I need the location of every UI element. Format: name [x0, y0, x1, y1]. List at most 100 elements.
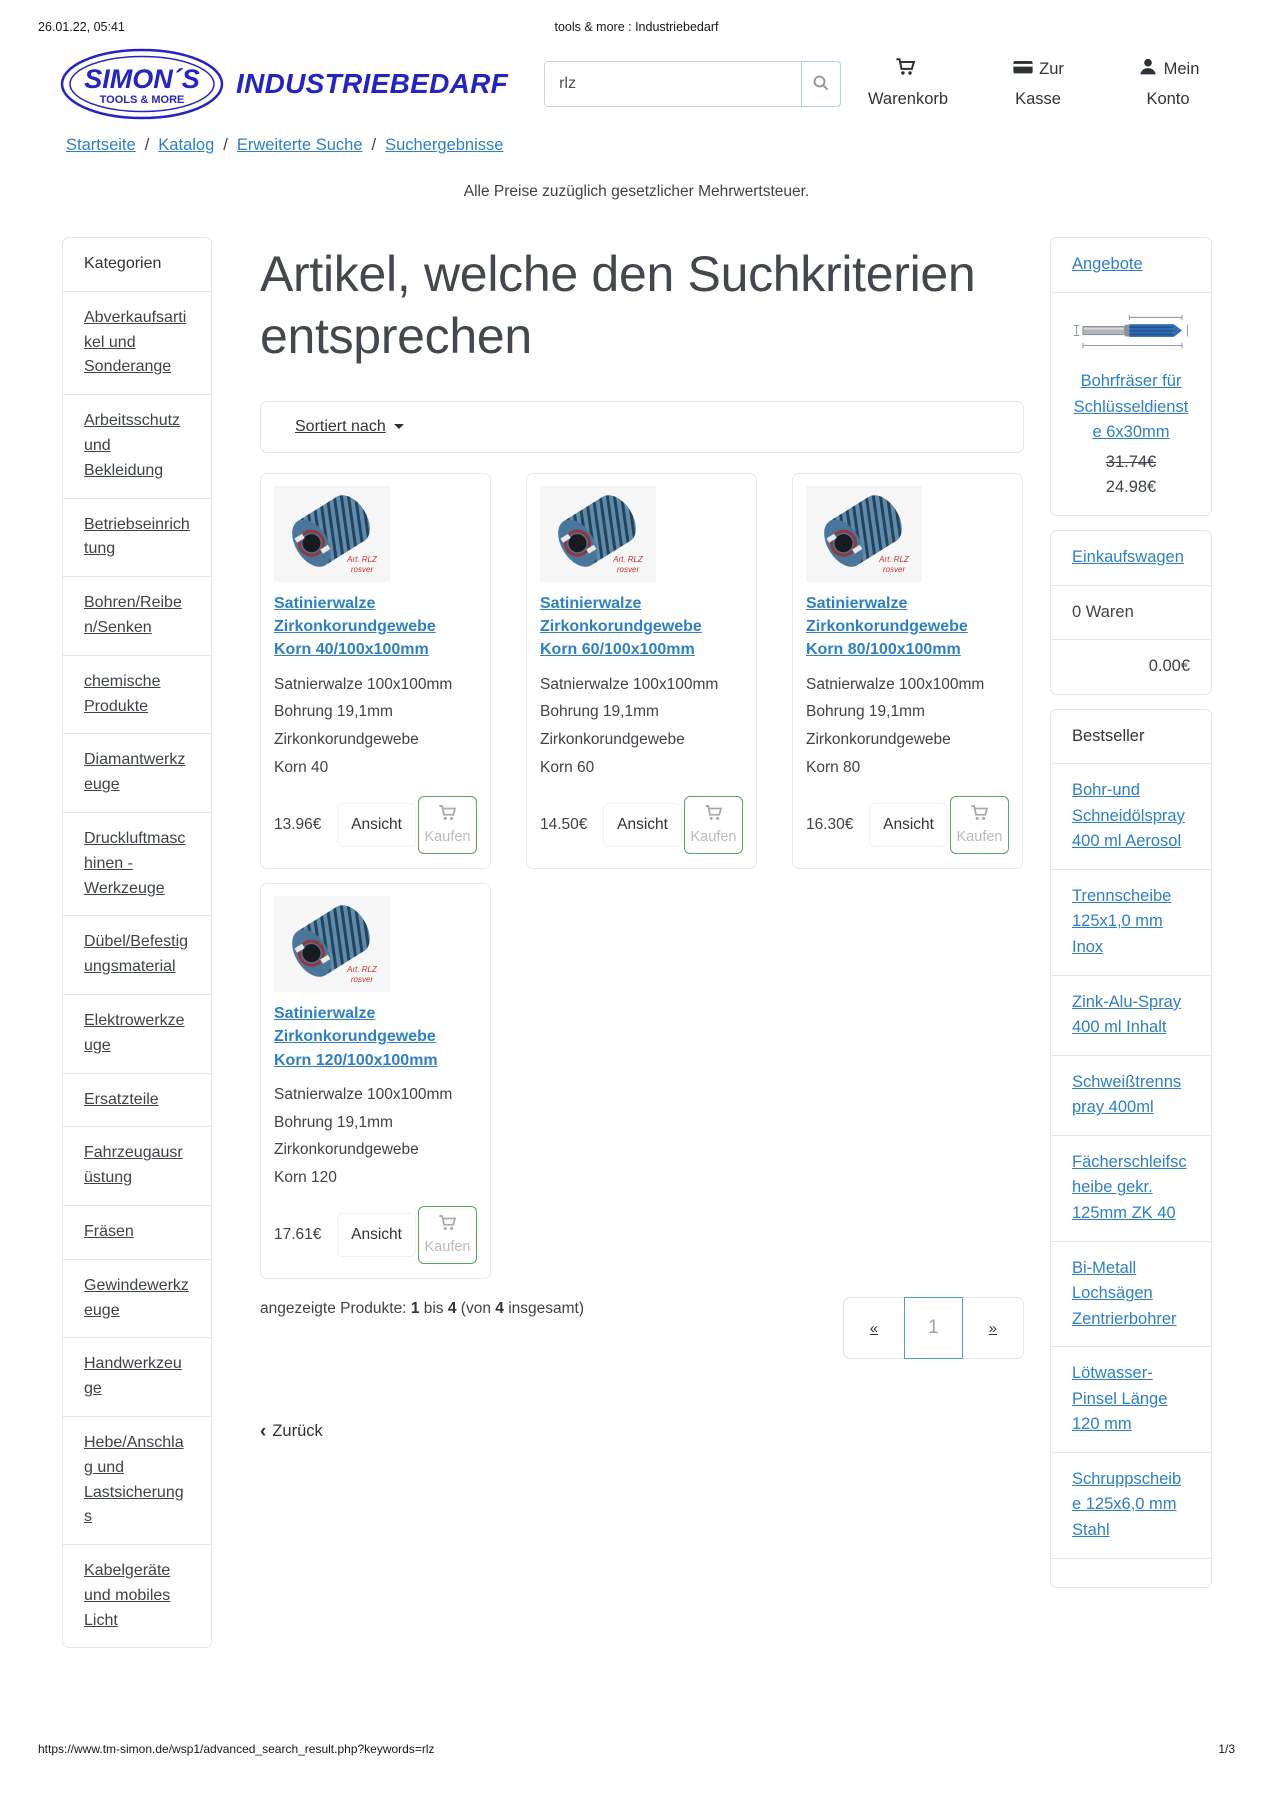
category-link[interactable]: Gewindewerkzeuge — [84, 1276, 189, 1319]
product-image-label: rosver — [351, 975, 374, 984]
category-row: Betriebseinrichtung — [63, 497, 211, 577]
logo-sub-text: TOOLS & MORE — [100, 94, 185, 106]
category-link[interactable]: Fahrzeugausrüstung — [84, 1144, 183, 1187]
category-link[interactable]: Handwerkzeuge — [84, 1355, 182, 1398]
breadcrumb-startseite[interactable]: Startseite — [66, 136, 136, 154]
description-line: Zirkonkorundgewebe — [274, 1141, 419, 1159]
description-line: Bohrung 19,1mm — [274, 703, 393, 721]
offer-product: Bohrfräser für Schlüsseldienste 6x30mm 3… — [1051, 291, 1211, 515]
category-row: Arbeitsschutz und Bekleidung — [63, 394, 211, 497]
bestseller-link[interactable]: Fächerschleifscheibe gekr. 125mm ZK 40 — [1072, 1152, 1187, 1222]
category-row: Elektrowerkzeuge — [63, 993, 211, 1073]
breadcrumb-erweiterte-suche[interactable]: Erweiterte Suche — [236, 136, 363, 154]
category-link[interactable]: Kabelgeräte und mobiles Licht — [84, 1562, 171, 1629]
search-input[interactable] — [544, 61, 803, 107]
breadcrumb-suchergebnisse[interactable]: Suchergebnisse — [385, 136, 504, 154]
product-image[interactable]: Art. RLZ rosver — [806, 486, 922, 582]
product-title-link[interactable]: Satinierwalze Zirkonkorundgewebe Korn 60… — [540, 595, 702, 659]
bestseller-link[interactable]: Schweißtrennspray 400ml — [1072, 1072, 1182, 1117]
pagination-prev[interactable]: « — [869, 1319, 879, 1337]
view-button[interactable]: Ansicht — [337, 1213, 416, 1258]
nav-warenkorb[interactable]: Warenkorb — [865, 56, 951, 112]
category-link[interactable]: Hebe/Anschlag und Lastsicherungs — [84, 1433, 184, 1526]
category-link[interactable]: Arbeitsschutz und Bekleidung — [84, 412, 181, 479]
bestseller-row: Schweißtrennspray 400ml — [1051, 1054, 1211, 1135]
offers-link[interactable]: Angebote — [1072, 255, 1143, 273]
summary-text: (von — [456, 1300, 496, 1318]
product-image-label: rosver — [351, 565, 374, 574]
bestseller-link[interactable]: Lötwasser-Pinsel Länge 120 mm — [1072, 1364, 1168, 1434]
view-button[interactable]: Ansicht — [869, 803, 948, 848]
site-header: SIMON´S TOOLS & MORE INDUSTRIEBEDARF — [58, 46, 1215, 122]
product-description: Satnierwalze 100x100mm Bohrung 19,1mm Zi… — [806, 671, 1009, 783]
category-row: Kabelgeräte und mobiles Licht — [63, 1544, 211, 1647]
breadcrumb-separator: / — [144, 136, 150, 154]
cart-link[interactable]: Einkaufswagen — [1072, 547, 1184, 566]
breadcrumb-separator: / — [223, 136, 228, 154]
description-line: Korn 80 — [806, 759, 861, 777]
buy-button[interactable]: Kaufen — [418, 796, 477, 855]
bestseller-row: Bi-Metall Lochsägen Zentrierbohrer — [1051, 1240, 1211, 1347]
category-row: Fräsen — [63, 1204, 211, 1259]
product-title-link[interactable]: Satinierwalze Zirkonkorundgewebe Korn 12… — [274, 1005, 438, 1069]
category-link[interactable]: Abverkaufsartikel und Sonderange — [84, 308, 187, 376]
cart-icon — [895, 56, 917, 87]
category-link[interactable]: Ersatzteile — [84, 1090, 159, 1108]
print-title: tools & more : Industriebedarf — [554, 20, 719, 34]
category-row: Hebe/Anschlag und Lastsicherungs — [63, 1415, 211, 1544]
product-image[interactable]: Art. RLZ rosver — [540, 486, 656, 582]
back-button[interactable]: ‹ Zurück — [260, 1421, 323, 1442]
cart-icon — [704, 805, 724, 826]
pagination-next[interactable]: » — [988, 1319, 997, 1337]
bestseller-link[interactable]: Schruppscheibe 125x6,0 mm Stahl — [1072, 1469, 1182, 1539]
product-card: Art. RLZ rosver Satinierwalze Zirkonkoru… — [792, 473, 1023, 870]
view-button[interactable]: Ansicht — [337, 803, 416, 848]
category-link[interactable]: Diamantwerkzeuge — [84, 751, 186, 794]
bestseller-link[interactable]: Bohr-und Schneidölspray 400 ml Aerosol — [1072, 781, 1185, 851]
category-row: Ersatzteile — [63, 1072, 211, 1127]
product-image-label: rosver — [617, 565, 640, 574]
nav-mein-konto[interactable]: Mein Konto — [1125, 56, 1211, 112]
logo[interactable]: SIMON´S TOOLS & MORE INDUSTRIEBEDARF — [58, 46, 508, 122]
category-link[interactable]: Fräsen — [84, 1222, 134, 1240]
bestseller-row: Lötwasser-Pinsel Länge 120 mm — [1051, 1346, 1211, 1452]
product-card: Art. RLZ rosver Satinierwalze Zirkonkoru… — [260, 883, 491, 1280]
search-button[interactable] — [801, 61, 842, 107]
bestseller-link[interactable]: Trennscheibe 125x1,0 mm Inox — [1072, 886, 1172, 956]
offers-panel: Angebote — [1050, 237, 1212, 516]
user-icon — [1137, 56, 1159, 87]
logo-oval: SIMON´S TOOLS & MORE — [60, 48, 224, 120]
right-sidebar: Angebote — [1050, 237, 1212, 1602]
back-row: ‹ Zurück — [260, 1421, 1024, 1443]
bestseller-row: Zink-Alu-Spray 400 ml Inhalt — [1051, 974, 1211, 1055]
product-price: 14.50€ — [540, 816, 588, 834]
buy-button[interactable]: Kaufen — [418, 1206, 477, 1265]
product-image[interactable]: Art. RLZ rosver — [274, 486, 390, 582]
category-link[interactable]: Druckluftmaschinen - Werkzeuge — [84, 829, 186, 897]
sort-dropdown[interactable]: Sortiert nach — [295, 418, 386, 435]
offer-product-link[interactable]: Bohrfräser für Schlüsseldienste 6x30mm — [1073, 372, 1189, 442]
nav-zur-kasse[interactable]: Zur Kasse — [995, 56, 1081, 112]
category-link[interactable]: Betriebseinrichtung — [84, 515, 190, 558]
buy-button[interactable]: Kaufen — [684, 796, 743, 855]
category-link[interactable]: Elektrowerkzeuge — [84, 1011, 185, 1054]
summary-to: 4 — [447, 1300, 457, 1318]
breadcrumb-katalog[interactable]: Katalog — [158, 136, 215, 154]
product-title-link[interactable]: Satinierwalze Zirkonkorundgewebe Korn 40… — [274, 595, 436, 659]
offer-product-image[interactable] — [1072, 309, 1192, 362]
bestseller-link[interactable]: Bi-Metall Lochsägen Zentrierbohrer — [1072, 1258, 1177, 1328]
print-header: 26.01.22, 05:41 tools & more : Industrie… — [0, 20, 1273, 34]
product-title-link[interactable]: Satinierwalze Zirkonkorundgewebe Korn 80… — [806, 595, 968, 659]
view-button[interactable]: Ansicht — [603, 803, 682, 848]
bestseller-link[interactable]: Zink-Alu-Spray 400 ml Inhalt — [1072, 992, 1182, 1037]
chevron-down-icon — [393, 424, 404, 429]
buy-button-label: Kaufen — [424, 1239, 471, 1256]
product-image[interactable]: Art. RLZ rosver — [274, 896, 390, 993]
category-link[interactable]: chemische Produkte — [84, 672, 161, 715]
buy-button[interactable]: Kaufen — [950, 796, 1009, 855]
category-link[interactable]: Bohren/Reiben/Senken — [84, 594, 182, 636]
pagination-page-1[interactable]: 1 — [904, 1297, 963, 1360]
cart-icon — [970, 805, 990, 826]
category-link[interactable]: Dübel/Befestigungsmaterial — [84, 933, 189, 976]
category-row: Abverkaufsartikel und Sonderange — [63, 290, 211, 394]
